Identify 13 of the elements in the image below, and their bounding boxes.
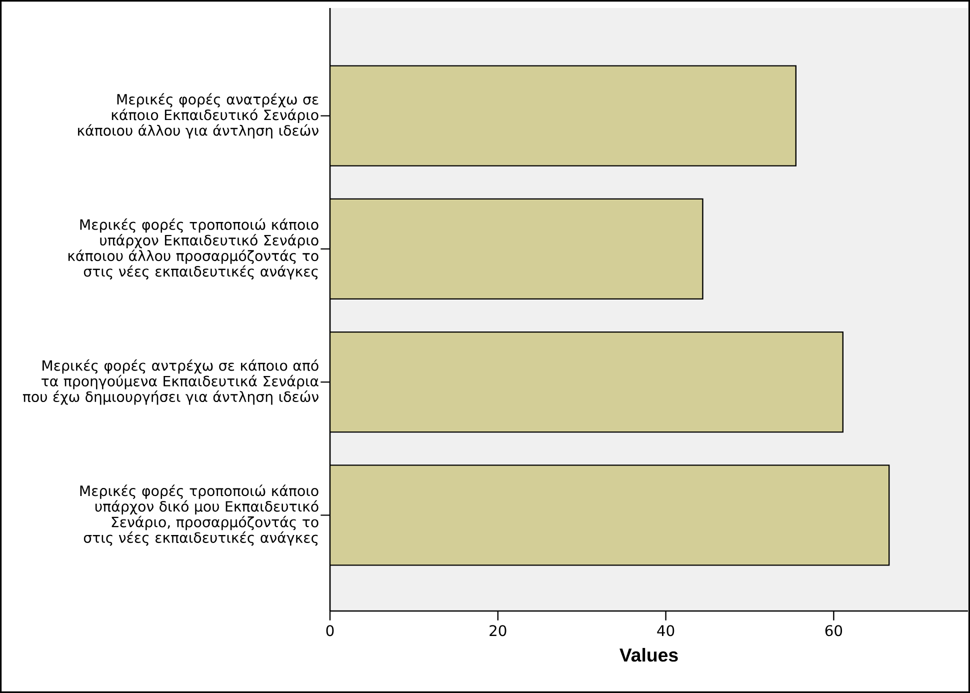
bar bbox=[330, 198, 704, 300]
y-tick-label: Μερικές φορές τροποποιώ κάποιο υπάρχον Εκπαιδευτικό Σενάριο κάποιου άλλου προσαρμόζοντάς το στις νέες εκπαιδευτικές ανάγκες bbox=[68, 218, 318, 280]
bar bbox=[330, 331, 844, 433]
x-tick-label: 20 bbox=[490, 625, 506, 636]
y-tick-label: Μερικές φορές τροποποιώ κάποιο υπάρχον δικό μου Εκπαιδευτικό Σενάριο, προσαρμόζοντάς το στις νέες εκπαιδευτικές ανάγκες bbox=[80, 484, 318, 546]
bar bbox=[330, 65, 797, 166]
bar bbox=[330, 464, 890, 566]
x-axis-title: Values bbox=[620, 648, 678, 662]
y-tick-label: Μερικές φορές αντρέχω σε κάποιο από τα προηγούμενα Εκπαιδευτικά Σενάρια που έχω δημιουργήσει για άντληση ιδεών bbox=[22, 359, 318, 405]
x-tick-label: 0 bbox=[326, 625, 334, 636]
x-tick-label: 40 bbox=[657, 625, 674, 636]
y-tick-label: Μερικές φορές ανατρέχω σε κάποιο Εκπαιδευτικό Σενάριο κάποιου άλλου για άντληση ιδεών bbox=[78, 93, 318, 139]
x-tick-label: 60 bbox=[825, 625, 842, 636]
